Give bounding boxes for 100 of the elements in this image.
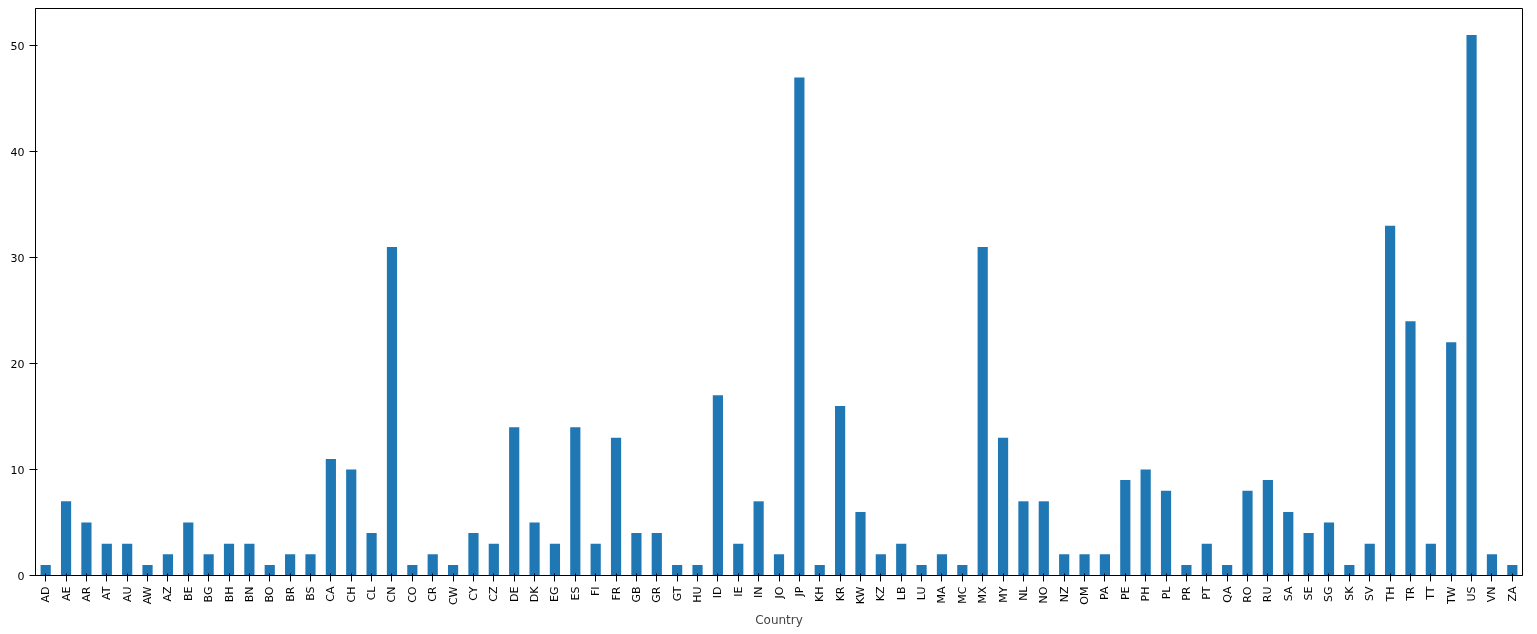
x-tick-label: PT	[1200, 586, 1214, 600]
bar	[1201, 543, 1212, 576]
x-tick-label: BG	[202, 586, 216, 603]
bar	[855, 511, 866, 576]
bar	[1323, 522, 1335, 576]
bar	[305, 554, 316, 576]
bar	[875, 554, 886, 576]
x-tick-label: NZ	[1057, 586, 1071, 603]
x-tick-label: PA	[1098, 586, 1112, 600]
x-tick-label: RU	[1261, 586, 1275, 603]
x-tick-label: TH	[1383, 586, 1397, 603]
x-tick-label: RO	[1241, 586, 1255, 603]
bar	[529, 522, 540, 576]
x-tick-label: IE	[731, 586, 745, 597]
x-tick-label: AT	[100, 586, 114, 600]
bar	[1262, 480, 1273, 576]
bar	[346, 469, 357, 576]
x-tick-label: IN	[752, 586, 766, 598]
x-tick-label: AU	[120, 586, 134, 603]
bar	[1425, 543, 1436, 576]
x-tick-label: KW	[853, 586, 867, 605]
bar	[1120, 480, 1131, 576]
x-tick-label: QA	[1220, 586, 1234, 603]
bar	[692, 564, 703, 576]
x-tick-label: SA	[1281, 586, 1295, 602]
bar	[1283, 511, 1294, 576]
x-tick-label: CY	[466, 586, 480, 601]
bar	[40, 564, 51, 576]
bar	[733, 543, 744, 576]
bar	[1018, 501, 1029, 576]
x-tick-label: AZ	[161, 586, 175, 602]
x-tick-label: CL	[365, 585, 379, 601]
x-tick-label: ID	[711, 586, 725, 599]
bar	[488, 543, 499, 576]
x-tick-label: BE	[181, 586, 195, 601]
bar	[223, 543, 235, 576]
x-tick-label: OM	[1078, 586, 1092, 605]
x-tick-label: LU	[915, 586, 929, 601]
bar	[60, 501, 72, 576]
bar	[835, 405, 846, 576]
bar	[1364, 543, 1375, 576]
x-tick-label: MA	[935, 586, 949, 604]
x-tick-label: LB	[894, 586, 908, 601]
bar	[1099, 554, 1111, 576]
bar	[366, 533, 377, 576]
bar	[712, 395, 723, 576]
x-tick-label: SE	[1302, 586, 1316, 601]
x-tick-label: CH	[344, 586, 358, 603]
bar	[1303, 533, 1314, 576]
x-tick-label: HU	[691, 586, 705, 603]
x-tick-label: US	[1465, 586, 1479, 602]
x-tick-label: EG	[548, 586, 562, 602]
bar	[81, 522, 92, 576]
bar	[1446, 342, 1457, 576]
x-tick-label: TT	[1424, 586, 1438, 601]
x-tick-label: ES	[568, 586, 582, 601]
y-tick-label: 40	[10, 145, 25, 159]
bar	[814, 564, 825, 576]
bar	[183, 522, 194, 576]
x-tick-label: GB	[629, 586, 643, 603]
bar	[509, 427, 520, 576]
bar	[427, 554, 438, 576]
x-tick-label: AW	[141, 586, 155, 605]
x-tick-label: DE	[507, 586, 521, 602]
bar	[386, 246, 398, 576]
x-tick-label: FR	[609, 586, 623, 601]
bar	[468, 533, 479, 576]
bar	[325, 458, 336, 576]
bar	[203, 554, 214, 576]
bar	[264, 564, 275, 576]
bar	[957, 564, 968, 576]
x-tick-label: AE	[59, 586, 73, 601]
bar	[407, 564, 418, 576]
x-tick-label: MX	[976, 586, 990, 604]
x-tick-label: TR	[1403, 586, 1417, 602]
x-tick-label: MC	[955, 586, 969, 604]
x-tick-label: VN	[1485, 586, 1499, 603]
x-tick-label: BO	[263, 586, 277, 603]
bar	[1038, 501, 1049, 576]
bar	[285, 554, 296, 576]
y-tick-label: 0	[17, 569, 25, 583]
x-tick-label: CO	[405, 586, 419, 603]
bar	[794, 77, 805, 576]
y-tick-label: 10	[10, 463, 25, 477]
bar	[1507, 564, 1518, 576]
bar	[590, 543, 601, 576]
bar	[570, 427, 581, 576]
x-tick-label: NL	[1016, 585, 1030, 601]
y-tick-label: 30	[10, 251, 25, 265]
x-tick-label: GT	[670, 586, 684, 602]
bar	[1405, 321, 1416, 576]
bar	[916, 564, 927, 576]
x-tick-label: SK	[1342, 585, 1356, 601]
x-tick-label: GR	[650, 586, 664, 603]
x-tick-label: BN	[242, 586, 256, 603]
x-tick-label: BS	[303, 586, 317, 601]
x-tick-label: FI	[589, 586, 603, 597]
bar	[447, 564, 459, 576]
x-tick-label: DK	[528, 585, 542, 603]
bar	[101, 543, 112, 576]
